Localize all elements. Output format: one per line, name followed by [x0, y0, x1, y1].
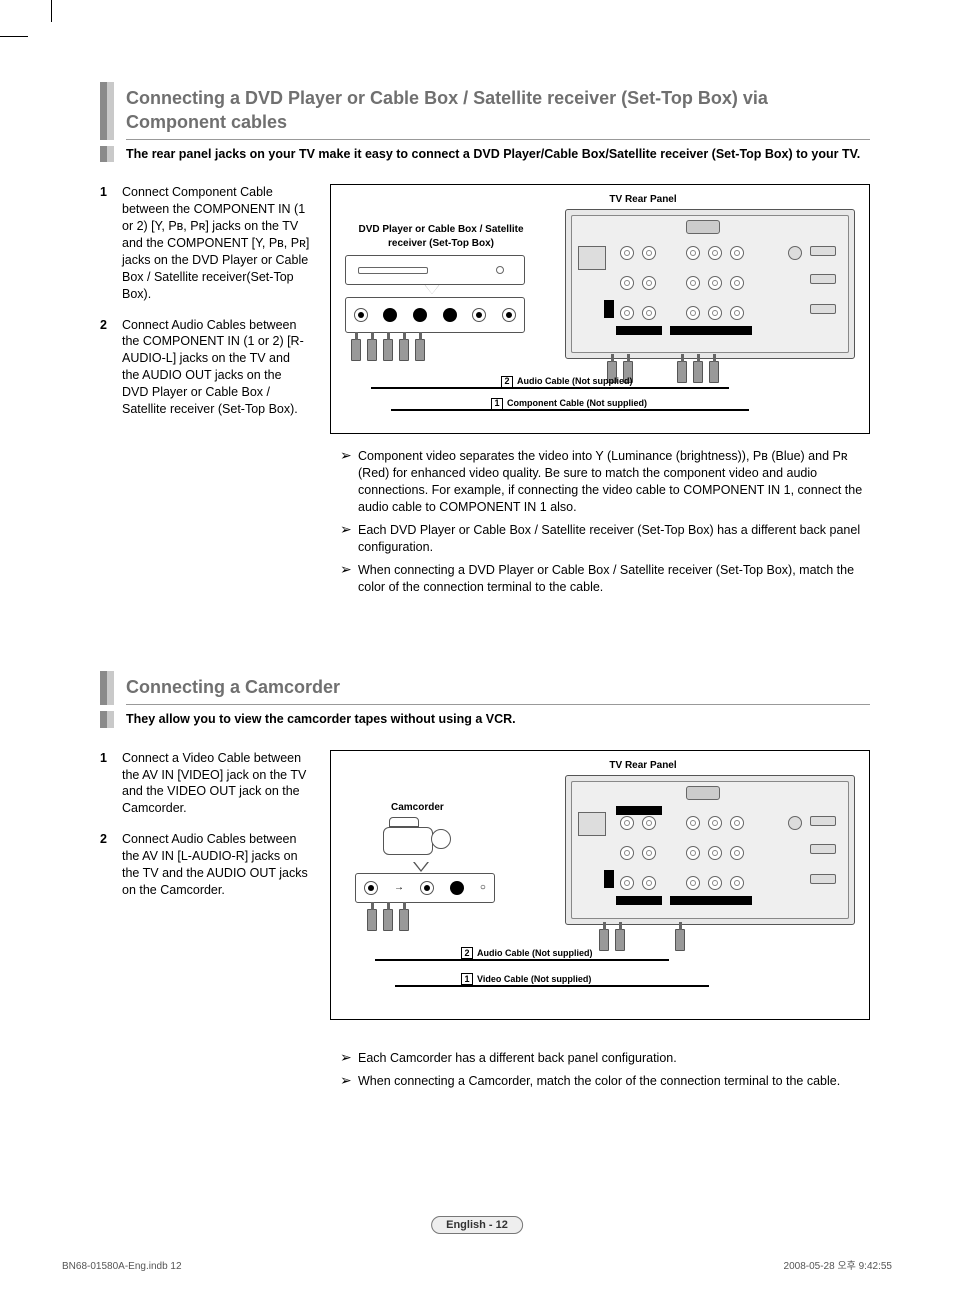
cable-text: Audio Cable (Not supplied) [477, 947, 593, 959]
section-1-intro-wrap: The rear panel jacks on your TV make it … [100, 146, 870, 163]
step-text: Connect Audio Cables between the COMPONE… [122, 317, 310, 418]
step-number: 1 [100, 750, 122, 818]
section-2-title: Connecting a Camcorder [126, 671, 870, 704]
section-1-intro: The rear panel jacks on your TV make it … [126, 146, 860, 163]
cable-line-icon [371, 387, 729, 389]
step-number: 2 [100, 831, 122, 899]
header-accent-bars [100, 671, 114, 704]
note-item: ➢ Each Camcorder has a different back pa… [340, 1050, 870, 1067]
section-1-steps: 1 Connect Component Cable between the CO… [100, 184, 310, 434]
step-item: 1 Connect Component Cable between the CO… [100, 184, 310, 302]
note-item: ➢ Each DVD Player or Cable Box / Satelli… [340, 522, 870, 556]
camcorder-icon [371, 817, 451, 861]
doc-footer-left: BN68-01580A-Eng.indb 12 [62, 1260, 182, 1274]
crop-mark [51, 0, 52, 22]
section-2-steps: 1 Connect a Video Cable between the AV I… [100, 750, 310, 1020]
doc-footer-right: 2008-05-28 오후 9:42:55 [784, 1260, 892, 1274]
step-text: Connect a Video Cable between the AV IN … [122, 750, 310, 818]
intro-accent-bars [100, 711, 114, 728]
section-2-content: 1 Connect a Video Cable between the AV I… [100, 750, 870, 1020]
note-text: Component video separates the video into… [358, 448, 870, 516]
header-accent-bars [100, 82, 114, 140]
note-text: When connecting a DVD Player or Cable Bo… [358, 562, 870, 596]
tv-rear-panel-icon [565, 209, 855, 359]
note-arrow-icon: ➢ [340, 448, 358, 516]
note-item: ➢ When connecting a Camcorder, match the… [340, 1073, 870, 1090]
source-jacks-icon [345, 297, 525, 333]
cable-label-2: 2 Audio Cable (Not supplied) [501, 375, 633, 387]
note-arrow-icon: ➢ [340, 562, 358, 596]
diagram-tv-label: TV Rear Panel [609, 759, 676, 773]
dvd-player-icon [345, 255, 525, 285]
diagram-source-label: DVD Player or Cable Box / Satellite rece… [351, 223, 531, 250]
cable-line-icon [395, 985, 709, 987]
section-2-intro-wrap: They allow you to view the camcorder tap… [100, 711, 870, 728]
cable-text: Video Cable (Not supplied) [477, 973, 591, 985]
cable-line-icon [391, 409, 749, 411]
step-number: 2 [100, 317, 122, 418]
page-content: Connecting a DVD Player or Cable Box / S… [100, 82, 870, 1095]
step-item: 2 Connect Audio Cables between the AV IN… [100, 831, 310, 899]
tv-rear-panel-icon [565, 775, 855, 925]
diagram-tv-label: TV Rear Panel [609, 193, 676, 207]
step-number: 1 [100, 184, 122, 302]
step-item: 2 Connect Audio Cables between the COMPO… [100, 317, 310, 418]
cable-number: 1 [491, 398, 503, 410]
section-1-diagram: TV Rear Panel DVD Player or Cable Box / … [330, 184, 870, 434]
arrow-down-icon [425, 285, 439, 294]
intro-accent-bars [100, 146, 114, 163]
note-arrow-icon: ➢ [340, 1050, 358, 1067]
step-item: 1 Connect a Video Cable between the AV I… [100, 750, 310, 818]
cable-line-icon [375, 959, 669, 961]
section-2-intro: They allow you to view the camcorder tap… [126, 711, 516, 728]
arrow-down-icon [414, 861, 428, 870]
diagram-source-label: Camcorder [391, 801, 444, 815]
cable-label-2: 2 Audio Cable (Not supplied) [461, 947, 593, 959]
step-text: Connect Audio Cables between the AV IN [… [122, 831, 310, 899]
crop-mark [0, 36, 28, 37]
section-2-diagram: TV Rear Panel Camcorder [330, 750, 870, 1020]
cable-text: Component Cable (Not supplied) [507, 397, 647, 409]
note-arrow-icon: ➢ [340, 1073, 358, 1090]
cable-label-1: 1 Video Cable (Not supplied) [461, 973, 591, 985]
note-text: Each Camcorder has a different back pane… [358, 1050, 870, 1067]
camcorder-jacks-icon: → ○ [355, 873, 495, 903]
cable-number: 2 [461, 947, 473, 959]
note-item: ➢ When connecting a DVD Player or Cable … [340, 562, 870, 596]
page-number-badge: English - 12 [431, 1216, 523, 1234]
section-1-title: Connecting a DVD Player or Cable Box / S… [126, 82, 870, 140]
section-1-notes: ➢ Component video separates the video in… [340, 448, 870, 595]
note-text: Each DVD Player or Cable Box / Satellite… [358, 522, 870, 556]
section-2-notes: ➢ Each Camcorder has a different back pa… [340, 1050, 870, 1090]
section-1-content: 1 Connect Component Cable between the CO… [100, 184, 870, 434]
note-item: ➢ Component video separates the video in… [340, 448, 870, 516]
cable-number: 2 [501, 376, 513, 388]
step-text: Connect Component Cable between the COMP… [122, 184, 310, 302]
page-footer: English - 12 [431, 1215, 523, 1233]
section-1-header: Connecting a DVD Player or Cable Box / S… [100, 82, 870, 140]
cable-label-1: 1 Component Cable (Not supplied) [491, 397, 647, 409]
cable-text: Audio Cable (Not supplied) [517, 375, 633, 387]
section-2-header: Connecting a Camcorder [100, 671, 870, 704]
note-text: When connecting a Camcorder, match the c… [358, 1073, 870, 1090]
note-arrow-icon: ➢ [340, 522, 358, 556]
cable-number: 1 [461, 973, 473, 985]
